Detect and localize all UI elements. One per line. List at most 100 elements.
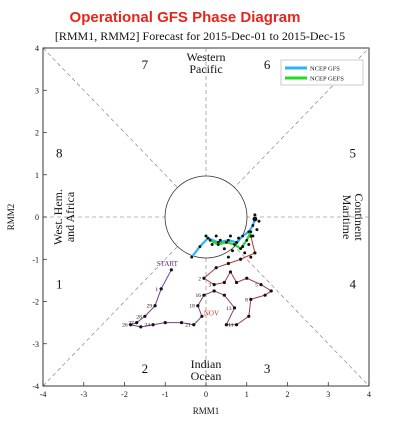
region-indian-ocean-line1: Indian <box>191 357 222 371</box>
observed-point <box>247 314 251 318</box>
ensemble-point <box>249 255 253 259</box>
day-label: 5 <box>255 283 258 289</box>
x-tick-label: -1 <box>162 390 169 399</box>
observed-point <box>212 289 216 293</box>
ensemble-point <box>247 242 251 246</box>
day-label: 26 <box>122 323 128 329</box>
observed-segment <box>236 277 247 283</box>
phase-number: 6 <box>264 57 271 72</box>
observed-segment <box>230 271 237 283</box>
observed-point <box>129 323 133 327</box>
region-western-pacific-line2: Pacific <box>189 62 222 76</box>
ensemble-point <box>243 251 247 255</box>
observed-point <box>151 323 155 327</box>
y-tick-label: -1 <box>32 255 39 264</box>
observed-point <box>214 266 218 270</box>
observed-segment <box>144 305 156 317</box>
observed-segment <box>214 281 225 286</box>
ensemble-point <box>226 255 230 259</box>
y-tick-label: 0 <box>35 213 39 222</box>
ensemble-point <box>253 213 257 217</box>
observed-point <box>224 323 228 327</box>
region-west-hem-line1: West. Hem. <box>51 189 65 245</box>
day-label: 8 <box>245 297 248 303</box>
x-tick-label: -2 <box>121 390 128 399</box>
phase-numbers: 1 2 3 4 5 6 7 8 <box>56 57 356 376</box>
y-tick-label: 3 <box>35 86 39 95</box>
observed-segment <box>203 290 215 296</box>
region-indian-ocean-line2: Ocean <box>191 369 222 383</box>
gefs-forecast-point <box>216 243 220 246</box>
ensemble-point <box>228 234 232 238</box>
observed-point <box>159 287 163 291</box>
day-label: 2 <box>198 276 201 282</box>
gefs-forecast-point <box>239 247 243 251</box>
chart-title: Operational GFS Phase Diagram <box>70 9 301 26</box>
observed-segment <box>250 294 266 300</box>
observed-point <box>228 270 233 274</box>
observed-segment <box>160 269 172 290</box>
phase-number: 2 <box>142 361 149 376</box>
day-label: 3 <box>208 283 211 289</box>
observed-point <box>196 304 200 308</box>
x-tick-label: 2 <box>286 390 290 399</box>
ensemble-point <box>251 234 255 238</box>
ensemble-point <box>255 228 259 232</box>
x-tick-label: 0 <box>204 390 208 399</box>
observed-segment <box>197 305 203 317</box>
observed-segment <box>193 315 203 326</box>
gefs-forecast-point <box>224 240 228 244</box>
region-labels: Western Pacific Indian Ocean West. Hem. … <box>51 50 366 383</box>
observed-point <box>139 325 143 329</box>
x-tick-label: 1 <box>245 390 249 399</box>
observed-point <box>245 276 249 280</box>
ensemble-point <box>214 234 218 238</box>
gfs-forecast-point <box>235 240 238 244</box>
observed-segment <box>260 284 272 292</box>
ensemble-point <box>222 247 226 251</box>
observed-segment <box>130 324 141 328</box>
x-tick-label: -3 <box>80 390 87 399</box>
forecast-end-marker <box>252 216 258 222</box>
observed-segment <box>213 290 225 296</box>
legend-label-gefs: NCEP GEFS <box>310 76 344 83</box>
ensemble-point <box>210 242 214 246</box>
gfs-forecast-line <box>190 218 256 258</box>
phase-number: 5 <box>349 146 356 161</box>
gfs-forecast-point <box>251 224 255 227</box>
region-western-pacific-line1: Western <box>186 50 225 64</box>
observed-segment <box>236 315 250 326</box>
phase-number: 7 <box>142 57 149 72</box>
observed-segment <box>225 307 235 325</box>
observed-segment <box>248 299 252 317</box>
day-label: 1 <box>155 287 158 293</box>
observed-point <box>226 261 231 266</box>
day-label: 29 <box>147 304 153 310</box>
observed-point <box>192 323 196 327</box>
observed-point <box>232 306 237 310</box>
phase-number: 3 <box>264 361 271 376</box>
observed-segment <box>246 277 262 286</box>
observed-point <box>163 321 167 325</box>
region-maritime-line1: Maritime <box>340 195 354 240</box>
observed-segment <box>136 315 146 324</box>
observed-point <box>234 323 239 327</box>
observed-segment <box>197 294 205 306</box>
observed-segment <box>240 252 256 260</box>
observed-segment <box>154 288 162 306</box>
observed-point <box>259 283 263 287</box>
x-tick-label: -4 <box>40 390 47 399</box>
series-layer: 1292827262421181613118532 <box>122 213 273 329</box>
gefs-forecast-point <box>249 230 253 234</box>
phase-number: 4 <box>349 277 356 292</box>
gefs-forecast-point <box>233 243 236 246</box>
observed-point <box>249 297 253 301</box>
observed-segment <box>203 277 215 286</box>
phase-number: 8 <box>56 146 63 161</box>
amplitude-unit-circle <box>164 175 248 259</box>
gfs-forecast-point <box>190 255 194 259</box>
gefs-forecast-point <box>245 238 249 242</box>
day-label: 13 <box>226 306 232 312</box>
day-label: 11 <box>228 323 234 329</box>
observed-point <box>143 314 147 318</box>
